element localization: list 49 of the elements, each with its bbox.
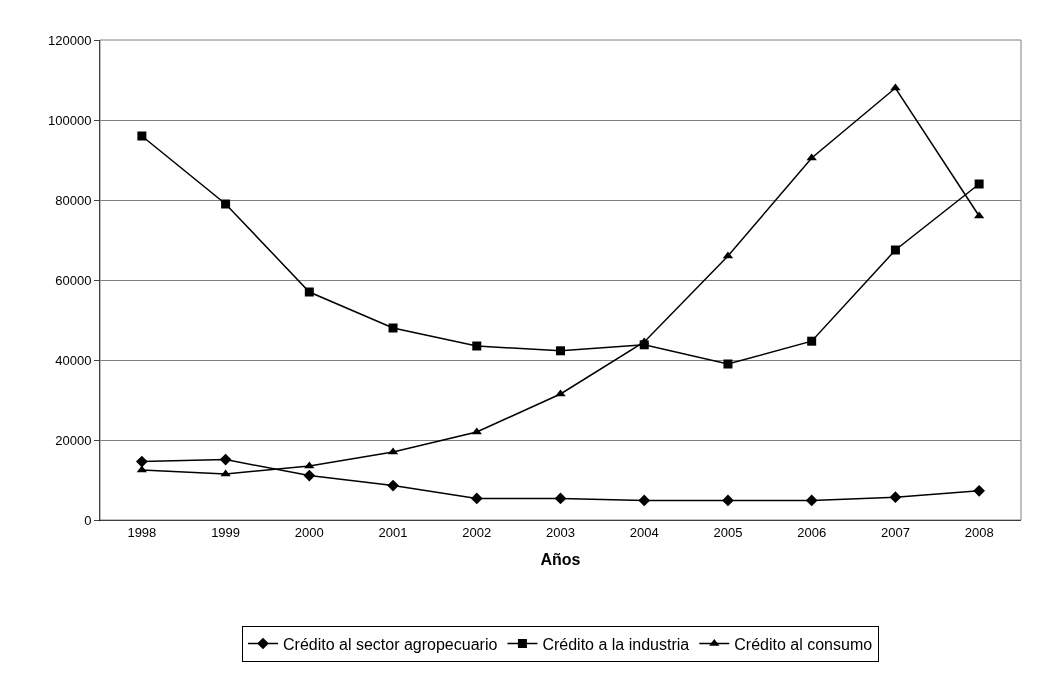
point: [554, 492, 567, 505]
point: [387, 479, 399, 492]
x-tick-label: 2000: [294, 524, 324, 540]
y-tick-label: 80000: [55, 192, 92, 208]
point: [723, 359, 733, 369]
y-tick-label: 100000: [48, 112, 92, 128]
point: [303, 469, 316, 482]
point: [807, 336, 817, 346]
point: [136, 455, 148, 468]
point: [472, 341, 482, 351]
x-tick-label: 2005: [713, 524, 743, 540]
point: [639, 337, 650, 345]
legend-label: Crédito a la industria: [542, 635, 690, 653]
point: [889, 491, 902, 504]
y-tick-label: 20000: [55, 432, 92, 448]
point: [890, 245, 900, 255]
y-tick-label: 60000: [55, 272, 92, 288]
point: [304, 287, 314, 297]
point: [555, 389, 566, 397]
point: [556, 346, 565, 356]
x-tick-label: 2008: [964, 524, 994, 540]
point: [805, 494, 818, 507]
point: [974, 179, 984, 189]
point: [219, 453, 232, 466]
y-tick-label: 40000: [55, 352, 92, 368]
x-tick-label: 2006: [797, 524, 827, 540]
x-tick-label: 1999: [211, 524, 241, 540]
point: [722, 494, 734, 507]
x-tick-label: 1998: [127, 524, 157, 540]
x-tick-label: 2007: [880, 524, 910, 540]
point: [638, 494, 651, 507]
point: [973, 484, 985, 497]
point: [806, 153, 817, 161]
point: [471, 427, 482, 435]
legend-label: Crédito al sector agropecuario: [283, 635, 498, 653]
point: [221, 199, 231, 209]
y-tick-label: 0: [84, 512, 92, 528]
point: [137, 131, 147, 141]
point: [470, 492, 483, 505]
x-tick-label: 2002: [462, 524, 492, 540]
y-tick-label: 120000: [48, 32, 92, 48]
x-tick-label: 2001: [378, 524, 408, 540]
x-axis-title: Años: [540, 551, 581, 569]
point: [220, 469, 231, 477]
point: [304, 461, 315, 469]
x-tick-label: 2004: [629, 524, 659, 540]
point: [388, 323, 398, 333]
x-tick-label: 2003: [546, 524, 575, 540]
legend-label: Crédito al consumo: [734, 635, 873, 653]
